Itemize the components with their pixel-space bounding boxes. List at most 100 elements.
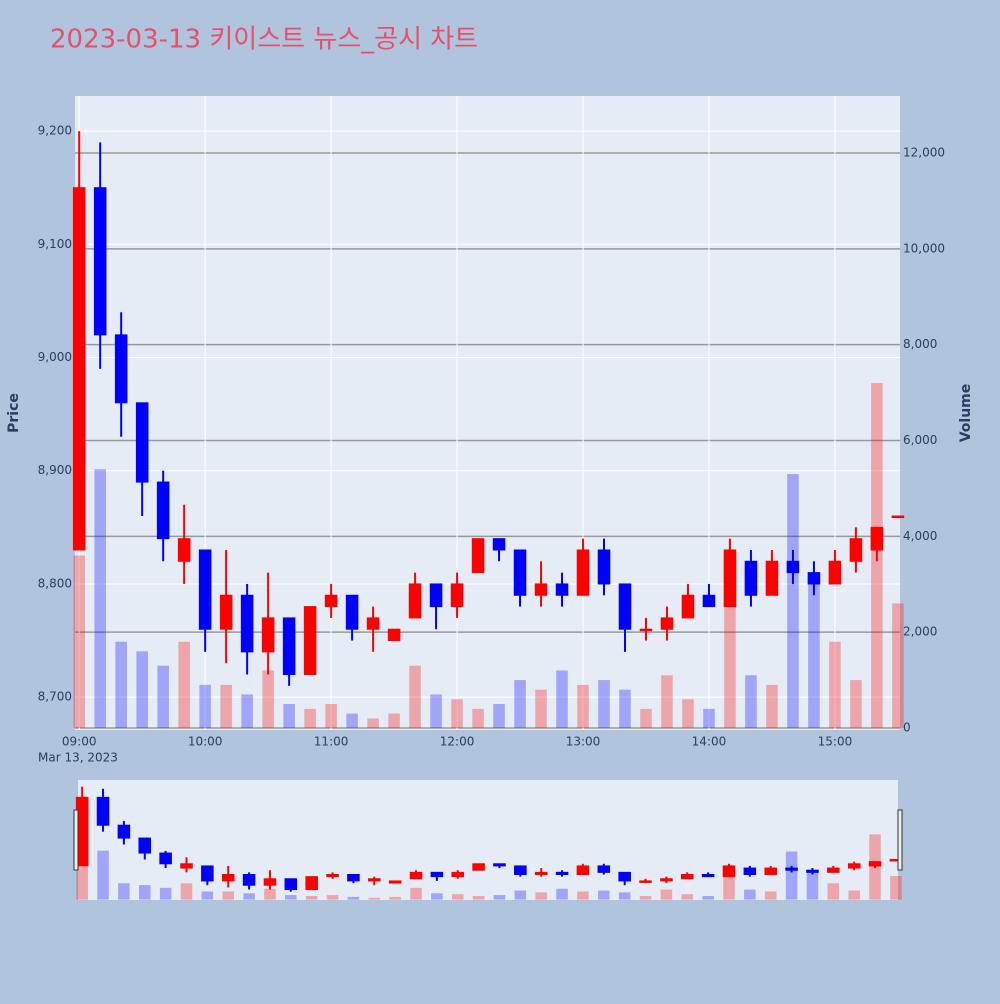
volume-bar xyxy=(892,603,904,728)
candle-body xyxy=(597,549,611,585)
mini-volume-bar xyxy=(410,887,422,900)
mini-candle-body xyxy=(660,878,673,882)
candle-body xyxy=(660,617,674,630)
mini-volume-bar xyxy=(618,892,631,900)
mini-volume-bar xyxy=(535,892,547,900)
y-tick-label: 9,200 xyxy=(38,124,72,138)
mini-volume-bar xyxy=(577,891,589,900)
mini-volume-bar xyxy=(285,895,297,900)
mini-volume-bar xyxy=(264,888,276,900)
mini-candle-body xyxy=(555,871,569,875)
mini-volume-bar xyxy=(138,885,151,900)
mini-candle-body xyxy=(639,880,652,883)
mini-candle-body xyxy=(201,865,214,882)
mini-volume-bar xyxy=(243,893,255,900)
volume-bar xyxy=(220,684,232,728)
volume-bar xyxy=(703,708,715,728)
candle-body xyxy=(408,583,422,619)
mini-volume-bar xyxy=(514,890,527,900)
volume-bar xyxy=(577,684,589,728)
candle-body xyxy=(282,617,296,676)
mini-candle-body xyxy=(117,824,131,839)
mini-volume-bar xyxy=(368,897,381,900)
mini-candle-body xyxy=(514,865,527,876)
mini-volume-bar xyxy=(451,894,464,900)
candle-body xyxy=(198,549,212,630)
volume-bar xyxy=(409,665,421,728)
y2-tick-label: 2,000 xyxy=(903,625,937,639)
y-tick-label: 8,800 xyxy=(38,576,72,590)
plot-area xyxy=(75,96,900,730)
candle-body xyxy=(786,560,800,574)
mini-candle-body xyxy=(597,865,611,873)
volume-bar xyxy=(808,579,820,728)
range-slider[interactable] xyxy=(78,780,898,900)
mini-candle-body xyxy=(263,878,277,886)
volume-bar xyxy=(514,680,526,728)
range-handle[interactable] xyxy=(73,809,79,871)
mini-volume-bar xyxy=(493,895,506,900)
volume-bar xyxy=(493,704,505,728)
candle-body xyxy=(324,594,338,608)
mini-candle-body xyxy=(409,871,423,880)
mini-volume-bar xyxy=(890,876,902,900)
mini-candle-body xyxy=(743,867,757,875)
x-tick-label: 12:00 xyxy=(440,735,475,749)
candle-body xyxy=(534,583,548,596)
volume-bar xyxy=(367,718,379,728)
candle-body xyxy=(618,583,632,630)
mini-candle-body xyxy=(618,871,631,882)
candle-body xyxy=(135,402,149,483)
volume-bar xyxy=(199,684,211,728)
mini-volume-bar xyxy=(660,889,673,900)
mini-volume-bar xyxy=(785,851,798,900)
y2-tick-label: 12,000 xyxy=(903,146,945,160)
mini-volume-bar xyxy=(598,890,610,900)
mini-volume-bar xyxy=(201,891,214,900)
mini-volume-bar xyxy=(305,895,318,900)
candle-body xyxy=(681,594,695,619)
candle-body xyxy=(345,594,359,630)
candle-body xyxy=(156,481,170,540)
candle-body xyxy=(513,549,527,596)
mini-volume-bar xyxy=(806,871,819,900)
range-handle[interactable] xyxy=(897,809,903,871)
mini-volume-bar xyxy=(159,887,172,900)
x-tick-label: 13:00 xyxy=(566,735,601,749)
candle-body xyxy=(702,594,716,608)
candle-body xyxy=(219,594,233,630)
mini-volume-bar xyxy=(639,895,652,900)
y-tick-label: 9,000 xyxy=(38,350,72,364)
candle-body xyxy=(240,594,254,653)
x-tick-label: 15:00 xyxy=(818,735,853,749)
y-tick-label: 8,900 xyxy=(38,463,72,477)
mini-volume-bar xyxy=(472,895,485,900)
volume-bar xyxy=(619,689,631,728)
mini-volume-bar xyxy=(723,866,735,900)
mini-candle-body xyxy=(347,874,360,882)
mini-candle-body xyxy=(680,874,694,880)
y2-tick-label: 0 xyxy=(903,720,911,734)
y2-tick-label: 10,000 xyxy=(903,241,945,255)
mini-candle-body xyxy=(827,867,840,873)
candle-body xyxy=(849,538,863,562)
mini-volume-bar xyxy=(681,894,694,900)
mini-candle-body xyxy=(764,867,777,875)
mini-candle-body xyxy=(806,869,819,873)
mini-volume-bar xyxy=(431,893,443,900)
volume-bar xyxy=(661,675,673,728)
mini-candle-body xyxy=(221,874,235,882)
candle-body xyxy=(261,617,275,653)
candle-body xyxy=(177,538,191,562)
volume-bar xyxy=(157,665,169,728)
volume-bar xyxy=(535,689,547,728)
mini-candle-body xyxy=(138,837,152,854)
y2-axis-title: Volume xyxy=(958,384,974,443)
candle-body xyxy=(303,606,317,676)
volume-bar xyxy=(325,704,337,728)
mini-volume-bar xyxy=(827,883,840,900)
mini-volume-bar xyxy=(222,891,235,900)
y2-tick-label: 8,000 xyxy=(903,337,937,351)
mini-volume-bar xyxy=(326,895,339,900)
volume-bar xyxy=(178,641,190,728)
